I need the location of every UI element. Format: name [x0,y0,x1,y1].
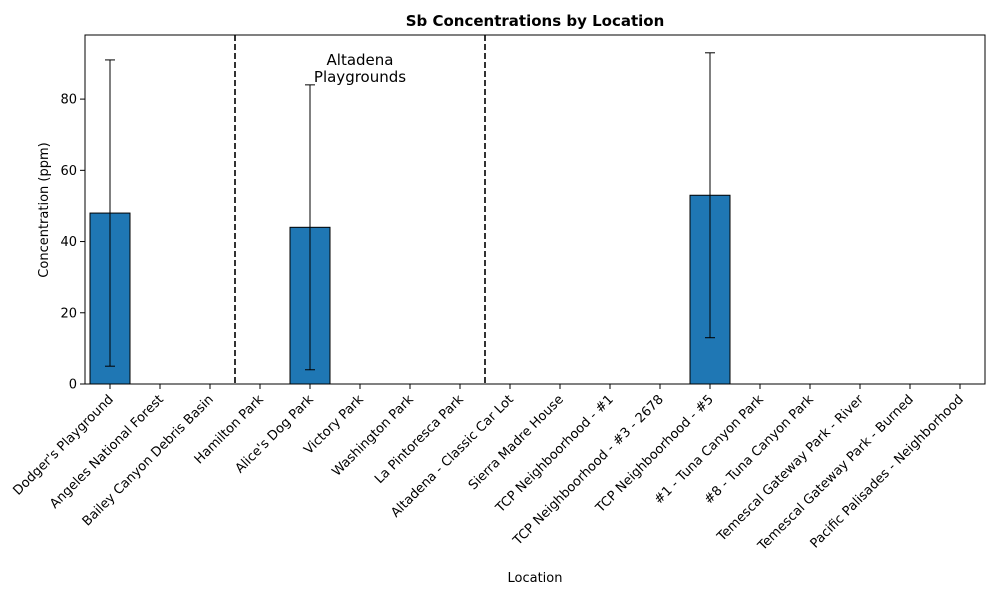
y-tick-label: 80 [60,93,77,108]
y-tick-label: 20 [60,306,77,321]
group-annotation: Altadena Playgrounds [314,51,406,86]
y-tick-label: 40 [60,235,77,250]
y-axis-label: Concentration (ppm) [37,142,52,277]
x-tick-label: La Pintoresca Park [372,392,467,487]
y-tick-label: 60 [60,164,77,179]
x-tick-label: Sierra Madre House [466,392,567,493]
plot-area: Altadena Playgrounds 0 20 40 60 80 Dodger's Pla… [10,34,986,554]
plot-frame [84,34,986,385]
x-axis-label: Location [508,571,563,586]
chart-title: Sb Concentrations by Location [406,12,665,30]
y-tick-label: 0 [69,378,77,393]
x-tick-label: Dodger's Playground [10,392,116,498]
